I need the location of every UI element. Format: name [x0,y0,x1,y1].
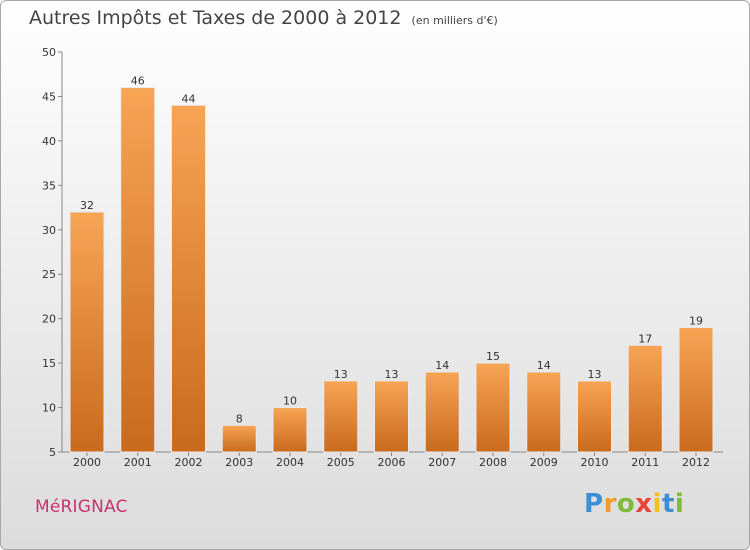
data-label: 13 [588,368,602,381]
data-label: 15 [486,350,500,363]
proxiti-logo: Proxiti [584,489,684,519]
chart-title: Autres Impôts et Taxes de 2000 à 2012 (e… [29,7,498,29]
bar [577,380,612,453]
logo-letter: x [635,489,653,519]
bar [171,104,206,453]
x-tick-label: 2011 [631,456,659,469]
logo-letter: i [652,489,662,519]
x-tick-label: 2009 [530,456,558,469]
y-tick-label: 30 [42,224,56,237]
bar [424,371,460,453]
place-name: MéRIGNAC [35,497,128,517]
data-label: 13 [385,368,399,381]
y-tick-label: 40 [42,135,56,148]
data-label: 32 [80,199,94,212]
logo-letter: t [661,489,675,519]
logo-letter: r [603,489,617,519]
y-tick-label: 50 [42,46,56,59]
x-tick-label: 2003 [225,456,253,469]
data-label: 46 [131,75,145,88]
x-tick-label: 2000 [73,456,101,469]
y-tick-label: 20 [42,313,56,326]
x-tick-label: 2002 [175,456,203,469]
data-label: 14 [435,359,449,372]
chart-title-text: Autres Impôts et Taxes de 2000 à 2012 [29,7,402,29]
bar [69,211,105,453]
data-label: 14 [537,359,551,372]
data-label: 17 [638,332,652,345]
data-label: 13 [334,368,348,381]
bar [120,87,156,453]
x-tick-label: 2012 [682,456,710,469]
y-tick-label: 25 [42,268,56,281]
x-tick-label: 2004 [276,456,304,469]
bar [627,344,663,453]
chart-subtitle: (en milliers d'€) [411,14,498,27]
x-tick-label: 2005 [327,456,355,469]
x-tick-label: 2006 [378,456,406,469]
data-label: 19 [689,315,703,328]
data-label: 44 [182,92,196,105]
logo-letter: P [584,489,604,519]
bar [526,371,562,453]
bar [374,380,409,453]
data-label: 8 [236,412,243,425]
x-tick-label: 2001 [124,456,152,469]
y-tick-label: 45 [42,90,56,103]
y-tick-label: 15 [42,357,56,370]
x-tick-label: 2007 [428,456,456,469]
logo-letter: o [616,489,636,519]
x-tick-label: 2008 [479,456,507,469]
y-tick-label: 35 [42,179,56,192]
bar [678,327,714,453]
y-tick-label: 10 [42,402,56,415]
logo-letter: i [674,489,685,519]
bar [475,362,511,453]
y-tick-label: 5 [49,446,56,459]
bar [323,380,359,453]
bar [221,424,257,453]
x-tick-label: 2010 [581,456,609,469]
data-label: 10 [283,395,297,408]
bar [272,407,308,453]
